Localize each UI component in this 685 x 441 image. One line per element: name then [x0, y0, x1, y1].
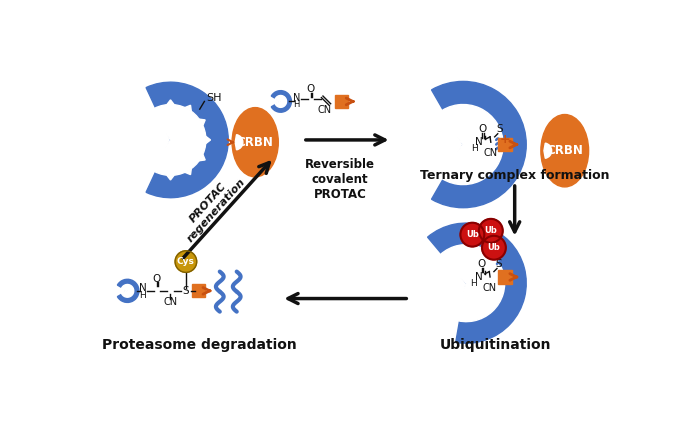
Polygon shape — [206, 136, 210, 144]
Text: CRBN: CRBN — [237, 136, 273, 149]
Text: CRBN: CRBN — [547, 144, 583, 157]
Text: Ub: Ub — [466, 230, 479, 239]
FancyBboxPatch shape — [335, 95, 348, 108]
Circle shape — [479, 219, 503, 243]
Text: CN: CN — [164, 297, 177, 306]
Wedge shape — [271, 91, 291, 112]
Ellipse shape — [541, 115, 588, 187]
Polygon shape — [185, 105, 191, 111]
Text: H: H — [471, 144, 478, 153]
Text: BTK: BTK — [438, 288, 466, 301]
Wedge shape — [146, 82, 228, 198]
Wedge shape — [117, 279, 139, 303]
Polygon shape — [166, 175, 174, 180]
Text: Ub: Ub — [488, 243, 500, 252]
Text: H: H — [294, 100, 300, 109]
Wedge shape — [275, 96, 286, 107]
Polygon shape — [185, 168, 191, 175]
Text: O: O — [478, 124, 486, 134]
Text: CN: CN — [483, 283, 497, 293]
Circle shape — [482, 236, 506, 260]
Text: PROTAC
regeneration: PROTAC regeneration — [177, 168, 247, 244]
Text: CN: CN — [317, 105, 332, 115]
Text: CN: CN — [484, 148, 498, 158]
Text: S: S — [495, 259, 502, 269]
FancyBboxPatch shape — [498, 270, 512, 284]
Text: Proteasome degradation: Proteasome degradation — [101, 338, 297, 352]
Text: S: S — [496, 124, 503, 134]
Text: +: + — [499, 134, 510, 146]
Text: N: N — [475, 272, 482, 282]
Text: BTK: BTK — [427, 138, 456, 151]
Text: O: O — [306, 84, 315, 94]
Wedge shape — [437, 105, 503, 185]
Text: Cys: Cys — [177, 257, 195, 266]
Wedge shape — [432, 82, 526, 208]
Text: S: S — [183, 286, 189, 296]
Ellipse shape — [232, 108, 278, 177]
Text: O: O — [477, 259, 486, 269]
Text: SH: SH — [206, 93, 221, 103]
Text: Reversible
covalent
PROTAC: Reversible covalent PROTAC — [305, 158, 375, 202]
Text: N: N — [293, 93, 301, 103]
Text: Ubiquitination: Ubiquitination — [440, 338, 551, 352]
Polygon shape — [199, 119, 205, 126]
Wedge shape — [427, 223, 526, 343]
Wedge shape — [150, 105, 206, 176]
Text: H: H — [471, 279, 477, 288]
Text: N: N — [475, 137, 483, 147]
Polygon shape — [166, 100, 174, 105]
Wedge shape — [436, 245, 505, 321]
Text: Ternary complex formation: Ternary complex formation — [420, 169, 610, 182]
Wedge shape — [121, 284, 134, 297]
FancyBboxPatch shape — [192, 284, 205, 297]
Circle shape — [460, 223, 484, 247]
Text: N: N — [139, 283, 147, 293]
Wedge shape — [235, 135, 243, 150]
Circle shape — [175, 251, 197, 273]
Text: Ub: Ub — [484, 226, 497, 235]
Polygon shape — [199, 154, 205, 161]
FancyBboxPatch shape — [498, 138, 512, 151]
Text: BTK: BTK — [134, 133, 164, 147]
Text: O: O — [153, 273, 161, 284]
Wedge shape — [544, 143, 551, 158]
Text: H: H — [140, 291, 146, 300]
